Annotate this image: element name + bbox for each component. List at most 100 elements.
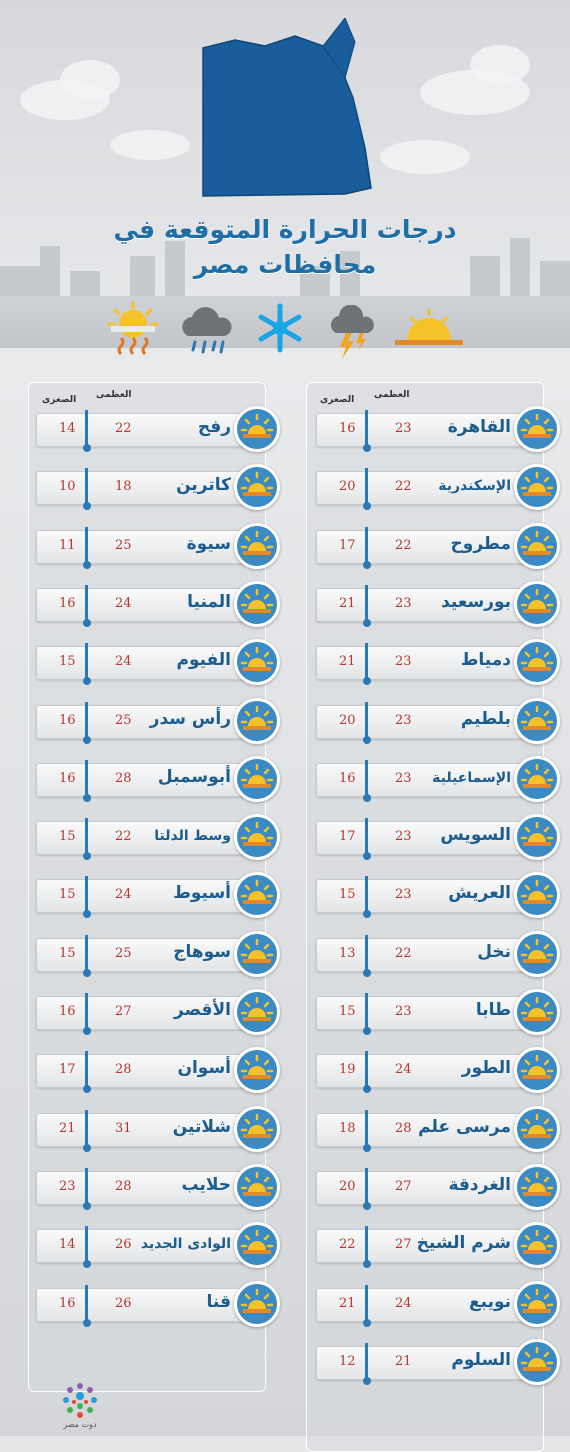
forecast-row: دمياط 23 21 (316, 643, 546, 686)
rain-cloud-icon (182, 307, 232, 354)
city-name: شرم الشيخ (416, 1233, 511, 1254)
forecast-row: السويس 23 17 (316, 818, 546, 861)
forecast-row: رأس سدر 25 16 (36, 701, 266, 744)
forecast-row: أبوسمبل 28 16 (36, 759, 266, 802)
city-name: قنا (206, 1291, 231, 1312)
forecast-row: نويبع 24 21 (316, 1284, 546, 1327)
sun-horizon-icon (514, 639, 560, 686)
max-temperature: 22 (395, 945, 412, 961)
city-name: الإسماعيلية (432, 769, 511, 786)
sun-horizon-icon (514, 406, 560, 452)
city-name: السلوم (451, 1349, 511, 1370)
forecast-row: الطور 24 19 (316, 1051, 546, 1094)
sun-horizon-icon (234, 580, 280, 627)
min-temperature: 21 (339, 1295, 356, 1311)
city-name: طابا (475, 1000, 511, 1020)
forecast-row: سوهاج 25 15 (36, 934, 266, 977)
city-name: سوهاج (173, 941, 231, 962)
forecast-row: العريش 23 15 (316, 876, 546, 919)
min-temperature: 16 (59, 1004, 76, 1019)
min-temperature: 15 (59, 829, 76, 845)
city-name: شلاتين (172, 1116, 231, 1137)
city-name: الطور (461, 1058, 511, 1079)
max-temperature: 25 (115, 537, 132, 553)
min-temperature: 20 (339, 479, 356, 495)
thermometer-icon (362, 526, 371, 569)
sun-horizon-icon (514, 989, 560, 1035)
thermometer-icon (82, 876, 91, 919)
sun-horizon-icon (514, 697, 560, 744)
forecast-row: الوادى الجديد 26 14 (36, 1226, 266, 1269)
max-temperature: 27 (115, 1004, 132, 1019)
min-temperature: 17 (59, 1062, 76, 1078)
min-temperature: 12 (339, 1353, 356, 1369)
forecast-row: القاهرة 23 16 (316, 410, 546, 452)
max-temperature: 25 (115, 945, 132, 961)
thermometer-icon (362, 993, 371, 1035)
city-name: نويبع (469, 1291, 511, 1312)
min-temperature: 13 (339, 945, 356, 961)
sun-horizon-icon (514, 814, 560, 861)
min-temperature: 15 (59, 654, 76, 670)
city-name: المنيا (187, 591, 231, 612)
forecast-row: مرسى علم 28 18 (316, 1109, 546, 1152)
sun-horizon-icon (234, 872, 280, 919)
thermometer-icon (362, 410, 371, 452)
sun-horizon-icon (514, 1163, 560, 1210)
sun-horizon-icon (234, 406, 280, 452)
min-temperature: 21 (339, 654, 356, 670)
forecast-row: أسوان 28 17 (36, 1051, 266, 1094)
min-temperature: 15 (339, 887, 356, 903)
min-temperature: 18 (339, 1120, 356, 1136)
header-band (0, 296, 570, 348)
thermometer-icon (362, 701, 371, 744)
right-min-header: الصغرى (320, 395, 355, 405)
city-name: دمياط (460, 650, 511, 671)
min-temperature: 21 (59, 1120, 76, 1136)
forecast-row: أسيوط 24 15 (36, 876, 266, 919)
max-temperature: 23 (395, 421, 412, 436)
min-temperature: 17 (339, 537, 356, 553)
city-name: الوادى الجديد (140, 1236, 231, 1253)
city-name: مطروح (450, 533, 511, 554)
sun-horizon-icon (514, 1338, 560, 1385)
sun-horizon-icon (514, 755, 560, 802)
city-name: بورسعيد (441, 591, 511, 612)
city-skyline (0, 236, 570, 296)
city-name: العريش (448, 883, 511, 904)
forecast-row: طابا 23 15 (316, 993, 546, 1035)
max-temperature: 23 (395, 770, 412, 786)
forecast-row: بورسعيد 23 21 (316, 584, 546, 627)
forecast-row: حلايب 28 23 (36, 1167, 266, 1210)
thermometer-icon (82, 934, 91, 977)
max-temperature: 26 (115, 1295, 132, 1311)
min-temperature: 15 (339, 1004, 356, 1019)
logo-text: دوت مصر (63, 1420, 97, 1429)
forecast-row: مطروح 22 17 (316, 526, 546, 569)
cloud-decoration (60, 60, 120, 100)
city-name: سيوة (186, 533, 231, 554)
min-temperature: 17 (339, 829, 356, 845)
thermometer-icon (362, 876, 371, 919)
sunny-hot-icon (107, 301, 159, 356)
max-temperature: 28 (115, 1062, 132, 1078)
thermometer-icon (82, 993, 91, 1035)
sun-horizon-icon (234, 464, 280, 511)
min-temperature: 16 (339, 770, 356, 786)
city-name: أبوسمبل (157, 766, 231, 787)
city-name: القاهرة (447, 417, 511, 437)
cloud-decoration (110, 130, 190, 160)
egypt-map (202, 18, 372, 197)
max-temperature: 24 (395, 1062, 412, 1078)
city-name: أسوان (177, 1058, 231, 1079)
max-temperature: 23 (395, 712, 412, 728)
sun-horizon-icon (234, 1047, 280, 1094)
city-name: وسط الدلتا (154, 828, 231, 845)
thermometer-icon (82, 1284, 91, 1327)
sun-horizon-icon (514, 464, 560, 511)
thermometer-icon (362, 1167, 371, 1210)
thermometer-icon (82, 759, 91, 802)
sun-horizon-icon (234, 1105, 280, 1152)
thermometer-icon (362, 1342, 371, 1385)
thermometer-icon (82, 701, 91, 744)
